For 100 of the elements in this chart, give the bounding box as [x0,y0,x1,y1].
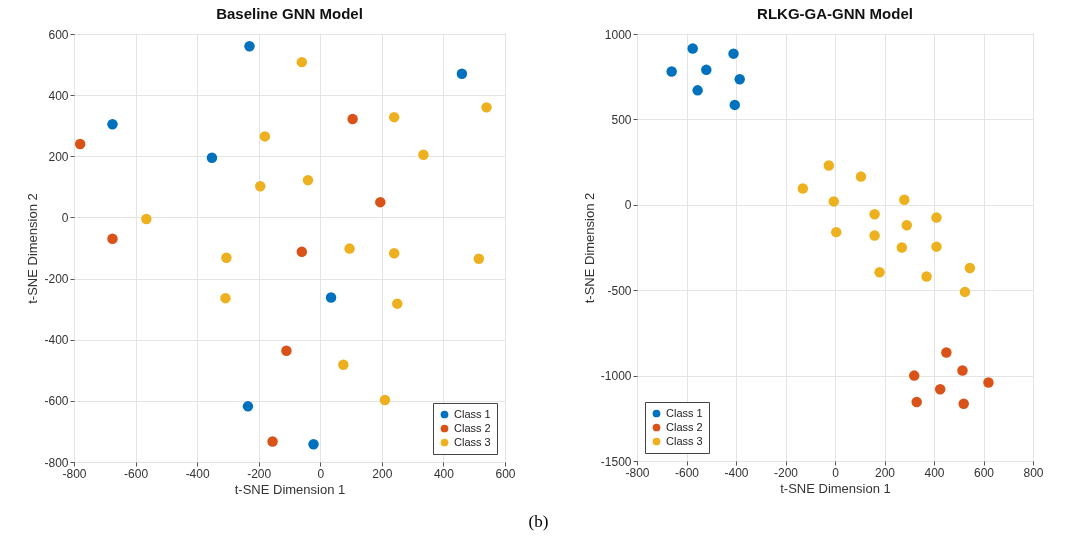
y-tick-label: 0 [624,198,632,213]
text: (b) [527,512,550,532]
y-tick-label: 0 [61,210,69,225]
legend-label: Class 3 [454,435,491,448]
chart-title: RLKG-GA-GNN Model [757,5,913,22]
y-tick-label: 500 [611,112,632,127]
point [957,365,968,376]
point [931,212,942,223]
y-tick-label: -500 [607,283,632,298]
point [734,74,745,85]
point [325,292,337,303]
point [107,118,118,130]
point [983,377,994,388]
point [338,359,349,371]
point [959,286,971,298]
point [221,252,232,264]
point [456,68,468,79]
point [874,267,885,278]
point [141,213,152,225]
y-tick-label: 1000 [604,27,632,42]
point [728,48,739,59]
point [244,40,255,52]
point [308,439,319,450]
legend-label: Class 3 [666,434,703,447]
x-tick-label: -400 [185,466,210,481]
point [302,174,314,186]
y-axis-title: t-SNE Dimension 2 [581,192,597,304]
point [901,220,913,231]
point [388,247,400,259]
legend-label: Class 2 [666,420,703,433]
x-tick-label: -600 [674,465,700,480]
x-tick-label: -200 [773,465,799,480]
x-tick-label: 200 [372,466,393,481]
point [869,230,880,241]
point [107,233,118,245]
point [896,242,908,253]
x-tick-label: 0 [832,465,840,480]
point [206,152,218,164]
point [344,243,355,254]
x-tick-label: 0 [317,466,325,481]
y-tick-label: -200 [44,272,69,287]
point [830,226,842,238]
x-tick-label: 600 [973,465,995,480]
point [899,194,910,205]
point [473,253,485,264]
point [259,131,271,142]
point [74,138,86,150]
x-tick-label: 400 [433,466,455,481]
point [296,56,308,68]
x-tick-label: -400 [724,465,749,480]
point [418,149,429,160]
point [931,241,942,252]
y-tick-label: -400 [44,333,69,348]
y-tick-label: 200 [48,149,69,164]
point [828,196,840,207]
point [379,394,391,406]
x-tick-label: 200 [874,465,896,480]
y-tick-label: -1000 [600,369,632,384]
point [855,171,867,182]
point [869,208,880,220]
point [281,345,292,356]
legend-label: Class 1 [454,407,491,420]
point [255,181,266,192]
y-tick-label: 600 [48,27,69,42]
y-axis-title: t-SNE Dimension 2 [25,193,41,304]
point [823,160,835,171]
point [692,85,703,96]
x-axis-title: t-SNE Dimension 1 [234,481,346,497]
legend-label: Class 1 [666,406,703,419]
x-axis-title: t-SNE Dimension 1 [780,480,891,496]
point [392,298,403,309]
point [729,99,741,111]
point [267,436,278,447]
chart-title: Baseline GNN Model [216,5,363,22]
point [481,102,492,113]
point [908,370,920,381]
point [666,66,677,77]
y-tick-label: -600 [44,394,69,409]
x-tick-label: -200 [247,466,272,481]
point [687,43,698,54]
point [388,111,400,123]
point [921,271,932,282]
point [911,396,922,408]
point [375,196,386,208]
x-tick-label: -600 [124,466,149,481]
point [964,262,976,274]
legend-label: Class 2 [454,421,491,434]
point [242,401,254,412]
point [347,113,358,125]
point [220,292,231,304]
point [701,64,712,76]
y-tick-label: 400 [48,88,69,103]
x-tick-label: 600 [495,466,516,481]
x-tick-label: 800 [1023,465,1044,480]
point [934,384,946,395]
point [797,183,809,194]
point [958,398,969,410]
x-tick-label: 400 [924,465,945,480]
point [941,347,952,358]
point [296,246,308,257]
